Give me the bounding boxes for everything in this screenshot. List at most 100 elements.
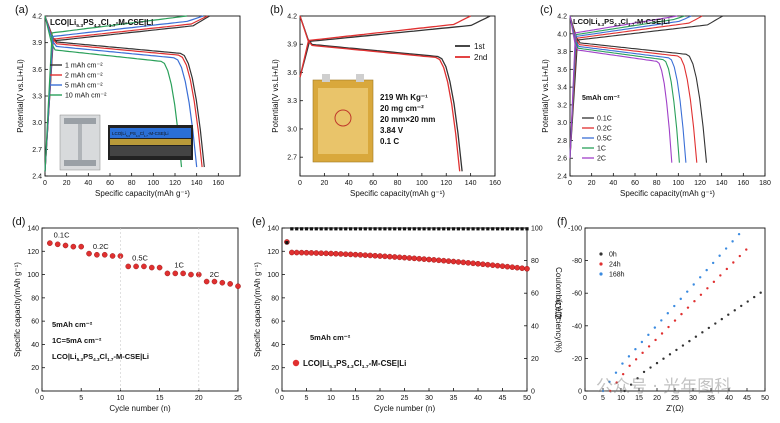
x-tick-label: 25 xyxy=(671,395,679,402)
panel-label: (f) xyxy=(557,216,567,228)
eis-point xyxy=(692,283,695,286)
cell-spec: 20 mg cm⁻² xyxy=(380,104,424,113)
y-tick-label: 40 xyxy=(271,342,279,349)
charge-curve xyxy=(299,15,491,78)
x-tick-label: 20 xyxy=(376,395,384,402)
eis-point xyxy=(614,371,618,374)
efficiency-point xyxy=(466,227,470,231)
panel-label: (a) xyxy=(15,4,28,16)
data-point xyxy=(47,240,53,246)
x-tick-label: 100 xyxy=(672,180,684,187)
capacity-point xyxy=(435,257,442,264)
cell-spec: 0.1 C xyxy=(380,137,399,146)
x-tick-label: 35 xyxy=(450,395,458,402)
eis-point xyxy=(719,274,722,277)
y-tick-label: 20 xyxy=(31,365,39,372)
data-point xyxy=(211,278,218,285)
eis-point xyxy=(675,348,678,352)
y2-tick-label: 0 xyxy=(531,389,535,396)
efficiency-point xyxy=(349,227,353,231)
capacity-point xyxy=(357,252,364,258)
y-tick-label: 4.2 xyxy=(287,14,297,21)
efficiency-point xyxy=(432,227,436,231)
plot-frame xyxy=(41,227,239,392)
data-point xyxy=(78,243,84,250)
capacity-point xyxy=(377,253,383,259)
capacity-point xyxy=(396,254,403,261)
efficiency-point xyxy=(505,227,509,231)
efficiency-point xyxy=(496,227,500,231)
capacity-point xyxy=(416,255,423,262)
rate-label: 0.5C xyxy=(132,254,148,263)
capacity-point xyxy=(293,249,300,256)
discharge-curve xyxy=(299,15,463,172)
y-axis-label: Potential(V vs.Li+/Li) xyxy=(271,59,280,133)
y-tick-label: 120 xyxy=(267,249,279,256)
efficiency-point xyxy=(427,227,431,231)
charge-curve xyxy=(299,15,471,78)
capacity-point xyxy=(382,253,388,260)
discharge-curve xyxy=(44,15,205,168)
x-tick-label: 140 xyxy=(191,180,203,187)
capacity-point xyxy=(372,252,378,259)
y-tick-label: 20 xyxy=(271,365,279,372)
efficiency-point xyxy=(373,227,377,231)
data-point xyxy=(188,271,194,278)
efficiency-point xyxy=(383,227,387,231)
panel-label: (c) xyxy=(540,4,553,16)
capacity-point xyxy=(450,258,457,265)
eis-point xyxy=(706,287,709,290)
eis-point xyxy=(653,326,657,329)
x-tick-label: 0 xyxy=(280,395,284,402)
panel-label: (e) xyxy=(252,216,265,228)
discharge-curve xyxy=(569,15,687,163)
y-tick-label: 100 xyxy=(267,272,279,279)
y-tick-label: 2.6 xyxy=(557,156,567,163)
efficiency-point xyxy=(344,227,348,231)
eis-point xyxy=(621,362,624,365)
capacity-point xyxy=(504,263,511,270)
x-tick-label: 50 xyxy=(523,395,531,402)
efficiency-point xyxy=(363,227,367,231)
y-tick-label: 3.9 xyxy=(32,40,42,47)
legend-label: 0.2C xyxy=(597,126,612,133)
data-point xyxy=(180,270,186,277)
eis-point xyxy=(667,325,670,329)
cell-label: LCO|Li5.3PS4.3Cl1.7-M-CSE|Li xyxy=(52,352,149,362)
x-tick-label: 30 xyxy=(689,395,697,402)
eis-point xyxy=(649,366,652,369)
x-tick-label: 0 xyxy=(298,180,302,187)
eis-point xyxy=(660,319,663,322)
plot-frame xyxy=(569,15,766,177)
eis-point xyxy=(654,338,657,342)
y-tick-label: 2.7 xyxy=(32,147,42,154)
capacity-point xyxy=(475,260,481,267)
eis-point xyxy=(688,339,691,343)
capacity-point xyxy=(337,251,344,257)
capacity-point xyxy=(391,254,398,260)
layer-lco xyxy=(110,128,191,138)
x-tick-label: 50 xyxy=(761,395,769,402)
eis-point xyxy=(737,232,741,236)
efficiency-point xyxy=(461,227,465,231)
efficiency-point xyxy=(407,227,411,231)
y-axis-label: Potential(V vs.Li+/Li) xyxy=(541,59,550,133)
x-tick-label: 5 xyxy=(79,395,83,402)
data-point xyxy=(219,279,226,286)
eis-point xyxy=(738,254,741,258)
eis-point xyxy=(660,332,664,335)
eis-point xyxy=(627,355,631,358)
eis-point xyxy=(615,381,618,384)
legend-marker xyxy=(599,272,603,276)
eis-point xyxy=(732,261,735,264)
eis-point xyxy=(641,351,644,355)
capacity-point xyxy=(362,252,369,258)
capacity-point xyxy=(431,257,437,263)
data-point xyxy=(86,250,92,257)
capacity-point xyxy=(514,264,521,271)
y-tick-label: -20 xyxy=(572,356,582,363)
plot-f: 0 5 10 15 20 25 30 35 40 45 50 0 -20 -40 -60 -80 -100 Z'(… xyxy=(554,216,769,413)
charge-curve xyxy=(569,15,724,159)
x-tick-label: 5 xyxy=(305,395,309,402)
x-tick-label: 35 xyxy=(707,395,715,402)
